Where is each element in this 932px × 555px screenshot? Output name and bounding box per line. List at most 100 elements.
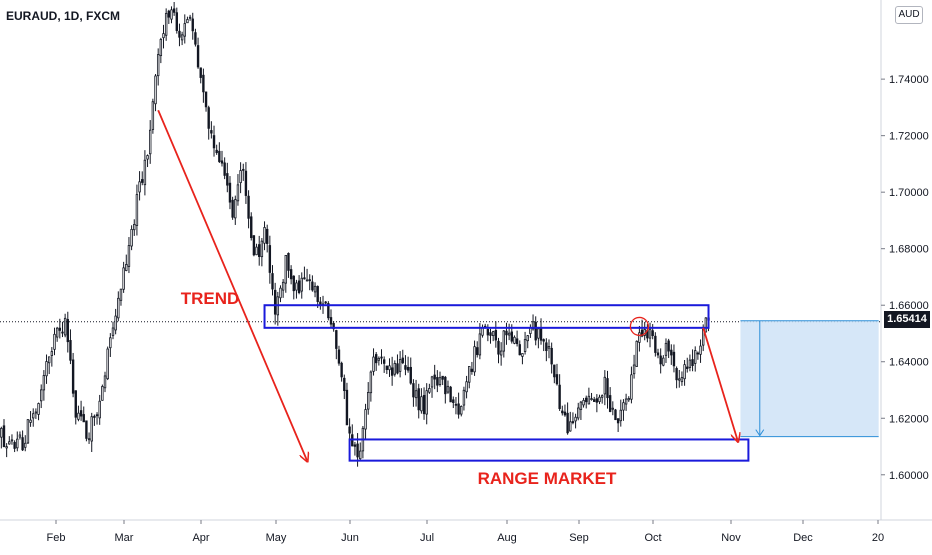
candle [87, 432, 91, 444]
candle-body [542, 339, 545, 342]
candle [425, 383, 428, 425]
candle-body [577, 407, 580, 419]
candle-body [63, 317, 67, 336]
candle-body [470, 368, 474, 372]
x-tick-label: Nov [721, 532, 741, 544]
candle [359, 442, 362, 461]
candle-body [180, 34, 184, 41]
candle-body [513, 336, 516, 344]
candle-body [316, 286, 319, 302]
candle [446, 380, 450, 394]
candle [377, 356, 381, 366]
candle-body [149, 129, 152, 155]
candle [388, 358, 391, 377]
symbol-title[interactable]: EURAUD, 1D, FXCM [6, 9, 121, 23]
candle-body [696, 352, 700, 355]
candle [125, 254, 128, 272]
candle-body [101, 386, 104, 401]
candle-body [406, 366, 410, 371]
candle-body [284, 255, 287, 284]
candle-body [619, 409, 622, 422]
candle [433, 364, 436, 390]
candle [297, 275, 301, 295]
candle-body [29, 419, 32, 423]
candle [608, 387, 612, 413]
candle-body [196, 45, 200, 68]
candle [223, 157, 226, 180]
candle [587, 387, 591, 405]
price-axis[interactable]: 1.60000 1.62000 1.64000 1.66000 1.68000 1.700… [881, 74, 929, 482]
candle-body [305, 279, 309, 282]
candle [226, 162, 229, 193]
candle-body [16, 438, 19, 449]
x-tick-label: Apr [192, 532, 209, 544]
candle-body [518, 344, 521, 356]
candle-body [37, 403, 40, 415]
candle-body [287, 252, 290, 271]
candle [228, 176, 232, 210]
candle [436, 370, 439, 393]
candle [53, 327, 56, 356]
candle-body [289, 269, 293, 280]
candle-body [593, 399, 596, 402]
candle [109, 333, 112, 357]
candle [382, 356, 386, 373]
x-tick-label: Aug [497, 532, 517, 544]
candle [117, 291, 120, 322]
candle-body [135, 194, 139, 226]
candle [162, 24, 165, 49]
candle-body [476, 347, 479, 355]
time-axis[interactable]: Feb Mar Apr May Jun Jul Aug Sep Oct Nov Dec 20 [47, 520, 885, 544]
candle-body [87, 438, 91, 441]
candle [0, 426, 3, 449]
candle [441, 375, 444, 386]
candle-body [231, 199, 234, 218]
candle-body [441, 375, 444, 380]
candle-body [186, 19, 189, 24]
candle-body [367, 392, 370, 410]
candle [585, 395, 588, 409]
candle-body [515, 338, 519, 345]
candle-body [444, 376, 447, 395]
candle-body [13, 442, 16, 449]
candle [122, 261, 125, 293]
candle [454, 396, 458, 415]
candle-body [210, 130, 213, 134]
candle [311, 275, 314, 292]
candle [563, 404, 567, 417]
candle [624, 393, 628, 411]
candle-body [521, 353, 524, 357]
candle-body [74, 390, 77, 418]
candle-body [18, 434, 22, 438]
candle [656, 348, 660, 359]
candle-body [531, 321, 535, 330]
candle [13, 440, 16, 453]
candle-body [587, 395, 591, 405]
candle-body [82, 414, 85, 423]
candle-body [119, 288, 123, 301]
candle [271, 265, 274, 296]
candle [156, 48, 160, 86]
currency-badge[interactable]: AUD [895, 6, 923, 24]
candle-body [93, 415, 96, 418]
candle [5, 443, 8, 458]
candle-body [632, 364, 636, 375]
candle [648, 322, 652, 348]
candle [550, 342, 553, 374]
candle-body [382, 359, 386, 364]
candle [85, 420, 88, 442]
candle [374, 352, 378, 371]
candle [194, 28, 197, 47]
candle [273, 282, 277, 325]
candle [398, 351, 402, 378]
candle-body [486, 328, 490, 336]
candle-body [457, 403, 460, 415]
candle [175, 7, 178, 34]
candle [212, 125, 216, 157]
candle-body [460, 406, 463, 415]
candle-body [537, 328, 540, 339]
candle-body [258, 244, 261, 257]
candle [489, 328, 492, 344]
